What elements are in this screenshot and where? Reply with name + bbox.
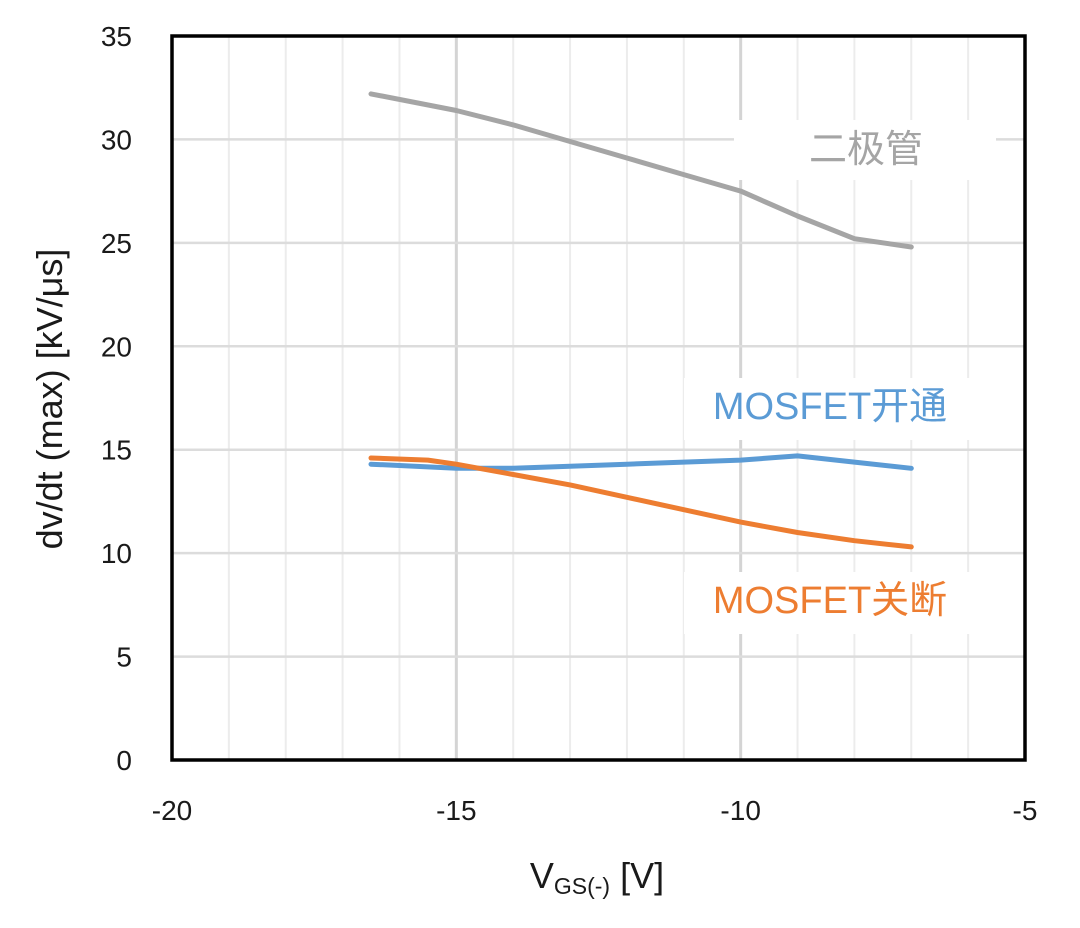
x-tick-label: -20: [152, 795, 192, 826]
y-tick-labels: 0 5 10 15 20 25 30 35: [101, 21, 132, 776]
series-labels: 二极管 MOSFET开通 MOSFET关断: [684, 120, 996, 634]
x-tick-label: -10: [720, 795, 760, 826]
series-lines: [368, 91, 914, 550]
y-tick-label: 5: [116, 642, 132, 673]
y-tick-label: 10: [101, 538, 132, 569]
series-label: 二极管: [809, 129, 923, 171]
x-axis-title-unit: [V]: [610, 855, 664, 896]
y-tick-label: 35: [101, 21, 132, 52]
series-label: MOSFET开通: [713, 386, 947, 428]
series-label-background: [734, 120, 996, 180]
x-axis-title-main: V: [530, 855, 554, 896]
x-tick-label: -5: [1013, 795, 1038, 826]
series-label: MOSFET关断: [713, 580, 947, 622]
y-tick-label: 20: [101, 331, 132, 362]
series-label-background: [684, 572, 974, 634]
y-tick-label: 0: [116, 745, 132, 776]
y-tick-label: 15: [101, 435, 132, 466]
y-tick-label: 30: [101, 124, 132, 155]
x-tick-label: -15: [436, 795, 476, 826]
y-axis-title: dv/dt (max) [kV/μs]: [29, 249, 70, 550]
series-line: [368, 91, 914, 250]
series-label-background: [684, 378, 974, 440]
x-tick-labels: -20 -15 -10 -5: [152, 795, 1038, 826]
y-tick-label: 25: [101, 228, 132, 259]
x-axis-title-subscript: GS(-): [554, 873, 610, 899]
x-axis-title: VGS(-) [V]: [530, 855, 664, 899]
plot-frame: [170, 34, 1027, 762]
series-line: [368, 455, 914, 550]
